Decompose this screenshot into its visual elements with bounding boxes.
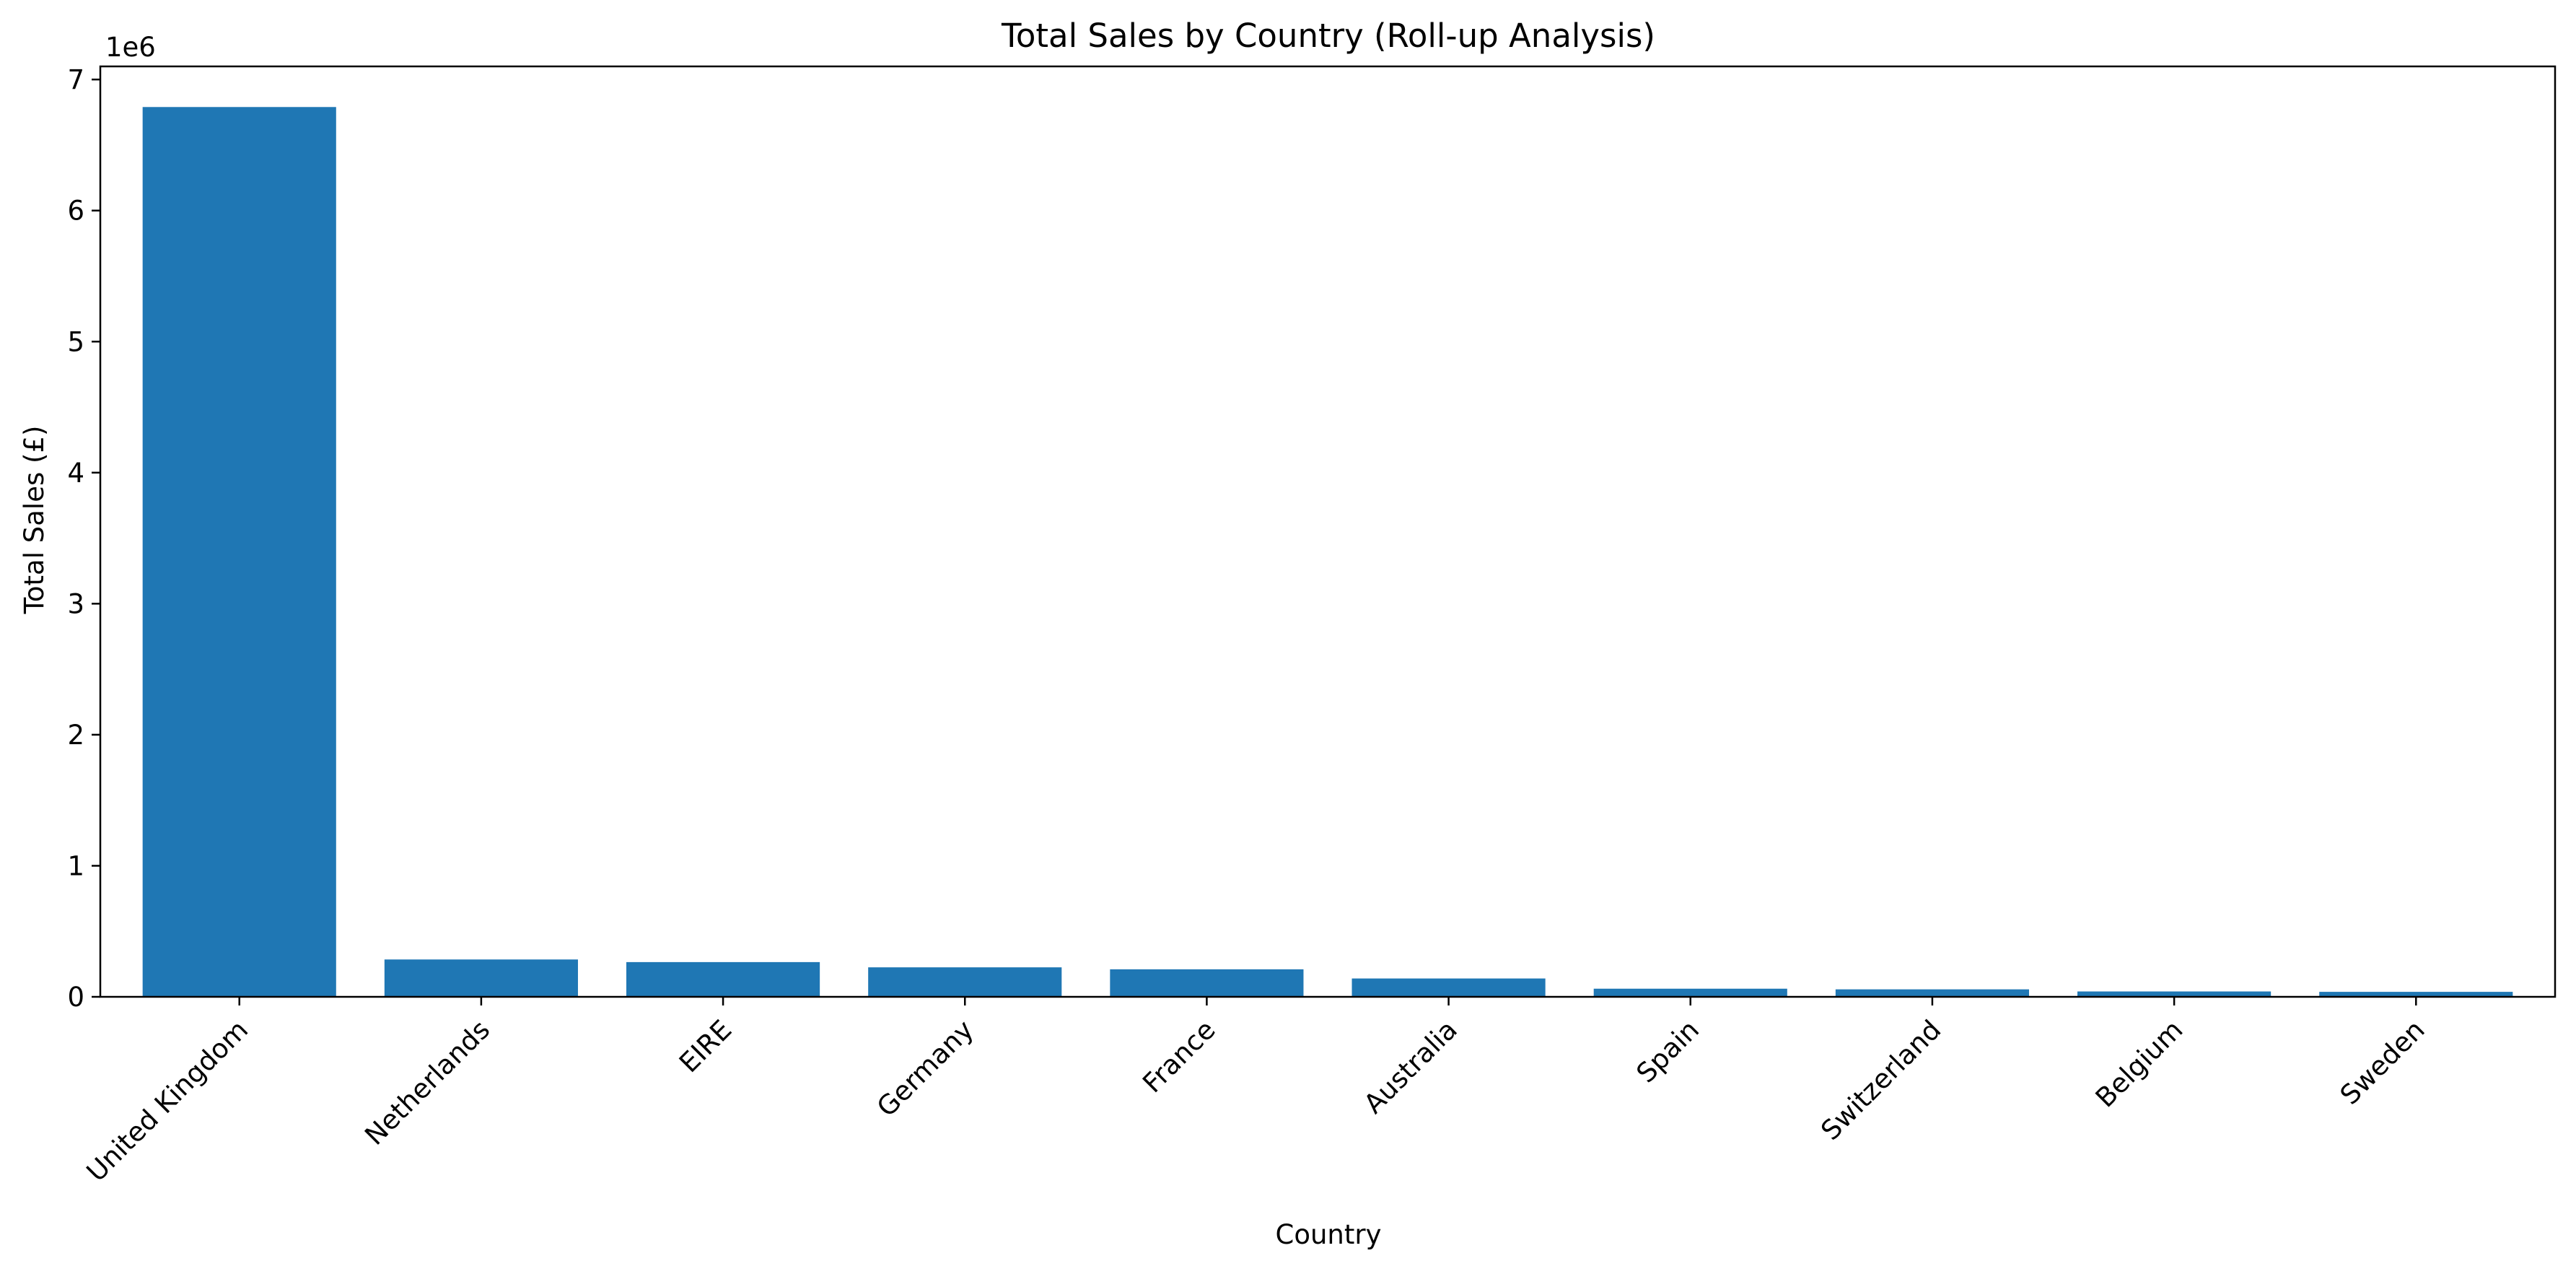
bar-australia	[1351, 978, 1546, 997]
bar-switzerland	[1835, 989, 2029, 997]
y-axis-offset-label: 1e6	[105, 32, 156, 63]
x-axis-title: Country	[1276, 1219, 1382, 1250]
bar-eire	[626, 961, 820, 997]
chart-title: Total Sales by Country (Roll-up Analysis…	[1001, 17, 1655, 55]
bar-belgium	[2077, 991, 2271, 997]
bar-spain	[1593, 988, 1787, 997]
bar-france	[1110, 969, 1304, 997]
y-tick-label: 0	[67, 982, 84, 1013]
bar-germany	[868, 967, 1062, 997]
y-tick-label: 1	[67, 850, 84, 881]
bar-sweden	[2319, 992, 2513, 997]
plot-area	[99, 65, 2557, 998]
y-tick-label: 7	[67, 64, 84, 95]
y-tick-label: 5	[67, 326, 84, 357]
y-tick-label: 2	[67, 720, 84, 751]
bars-group	[142, 107, 2513, 997]
y-tick-label: 3	[67, 588, 84, 619]
y-axis: 0 1 2 3 4 5 6 7	[67, 64, 100, 1013]
bar-netherlands	[384, 959, 578, 997]
bar-united-kingdom	[142, 107, 336, 997]
y-axis-title: Total Sales (£)	[19, 426, 50, 615]
y-tick-label: 4	[67, 458, 84, 489]
plot-frame	[99, 65, 2557, 998]
y-tick-label: 6	[67, 196, 84, 227]
